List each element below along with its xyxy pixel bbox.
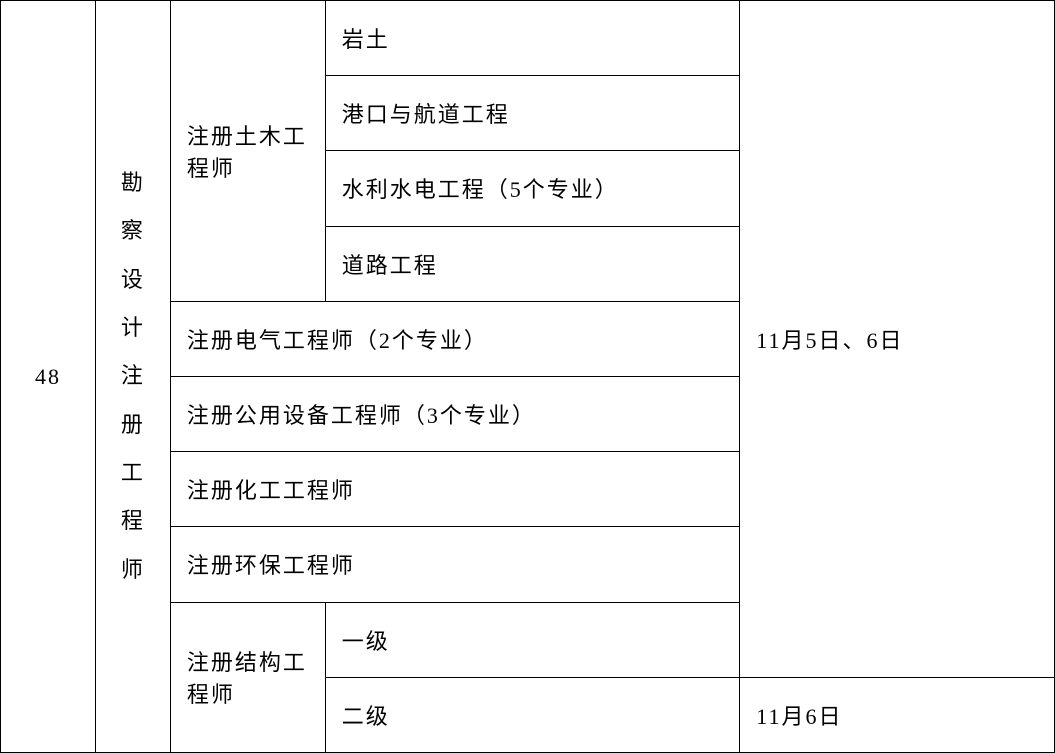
structural-level2: 二级: [342, 704, 390, 729]
row-number: 48: [35, 364, 61, 389]
category-char-3: 设: [112, 256, 154, 304]
electrical-label: 注册电气工程师（2个专业）: [187, 328, 488, 353]
category-char-4: 计: [112, 304, 154, 352]
row-number-cell: 48: [1, 1, 96, 753]
subject-cell-geotech: 岩土: [325, 1, 740, 76]
subject-cell-road: 道路工程: [325, 226, 740, 301]
category-char-6: 册: [112, 401, 154, 449]
structural-type-cell: 注册结构工程师: [170, 602, 325, 753]
subject-cell-port: 港口与航道工程: [325, 76, 740, 151]
electrical-cell: 注册电气工程师（2个专业）: [170, 301, 739, 376]
subject-water: 水利水电工程（5个专业）: [342, 177, 619, 202]
environmental-cell: 注册环保工程师: [170, 527, 739, 602]
category-char-7: 工: [112, 449, 154, 497]
date-main: 11月5日、6日: [756, 328, 903, 353]
utility-label: 注册公用设备工程师（3个专业）: [187, 403, 536, 428]
category-cell: 勘 察 设 计 注 册 工 程 师: [95, 1, 170, 753]
table-row: 48 勘 察 设 计 注 册 工 程 师 注册土木工程师 岩土 11月5日、6日: [1, 1, 1055, 76]
category-char-8: 程: [112, 497, 154, 545]
category-char-1: 勘: [112, 159, 154, 207]
date-level2: 11月6日: [756, 704, 842, 729]
civil-engineer-label: 注册土木工程师: [187, 124, 307, 181]
schedule-table-container: 48 勘 察 设 计 注 册 工 程 师 注册土木工程师 岩土 11月5日、6日: [0, 0, 1055, 753]
structural-level1-cell: 一级: [325, 602, 740, 677]
chemical-cell: 注册化工工程师: [170, 452, 739, 527]
category-char-5: 注: [112, 352, 154, 400]
utility-cell: 注册公用设备工程师（3个专业）: [170, 376, 739, 451]
subject-road: 道路工程: [342, 253, 438, 278]
date-level2-cell: 11月6日: [740, 677, 1055, 752]
date-main-cell: 11月5日、6日: [740, 1, 1055, 678]
chemical-label: 注册化工工程师: [187, 478, 355, 503]
civil-engineer-type-cell: 注册土木工程师: [170, 1, 325, 302]
category-char-9: 师: [112, 546, 154, 594]
environmental-label: 注册环保工程师: [187, 553, 355, 578]
structural-level2-cell: 二级: [325, 677, 740, 752]
structural-label: 注册结构工程师: [187, 650, 307, 707]
schedule-table: 48 勘 察 设 计 注 册 工 程 师 注册土木工程师 岩土 11月5日、6日: [0, 0, 1055, 753]
subject-port: 港口与航道工程: [342, 102, 510, 127]
subject-cell-water: 水利水电工程（5个专业）: [325, 151, 740, 226]
structural-level1: 一级: [342, 629, 390, 654]
subject-geotech: 岩土: [342, 27, 390, 52]
category-char-2: 察: [112, 207, 154, 255]
